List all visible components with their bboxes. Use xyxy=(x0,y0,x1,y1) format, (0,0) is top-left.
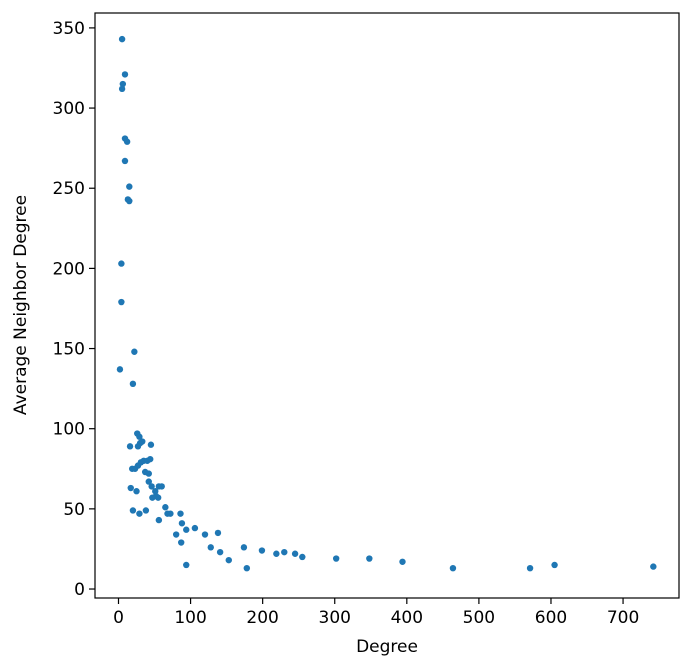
point xyxy=(164,510,171,517)
x-tick-label: 300 xyxy=(319,608,351,628)
point xyxy=(178,520,186,527)
point xyxy=(158,483,165,490)
point xyxy=(136,510,143,517)
point xyxy=(162,504,169,511)
point xyxy=(149,494,156,501)
point xyxy=(172,531,180,538)
y-tick-label: 50 xyxy=(63,500,85,520)
point xyxy=(127,484,134,492)
point xyxy=(147,441,155,448)
point xyxy=(366,555,373,562)
point xyxy=(131,348,138,355)
point xyxy=(118,260,125,267)
point xyxy=(123,138,131,145)
point xyxy=(258,547,266,554)
x-tick-label: 500 xyxy=(463,608,495,628)
point xyxy=(126,183,133,190)
point xyxy=(332,555,340,562)
point xyxy=(118,298,125,306)
point xyxy=(119,80,127,88)
x-tick-label: 600 xyxy=(535,608,567,628)
y-axis-label: Average Neighbor Degree xyxy=(11,195,31,415)
point xyxy=(121,157,129,165)
x-tick-label: 400 xyxy=(391,608,423,628)
point xyxy=(183,561,190,569)
point xyxy=(129,380,137,388)
point xyxy=(118,85,126,93)
x-tick-label: 100 xyxy=(174,608,206,628)
point xyxy=(147,455,154,463)
point xyxy=(650,563,657,570)
point xyxy=(299,553,306,561)
point xyxy=(136,433,143,440)
point xyxy=(243,564,251,572)
point xyxy=(121,71,129,78)
y-tick-label: 150 xyxy=(53,340,85,360)
point xyxy=(139,438,146,445)
point xyxy=(126,443,134,450)
y-tick-label: 350 xyxy=(53,19,85,39)
point xyxy=(142,507,150,514)
point xyxy=(145,470,152,477)
point xyxy=(273,550,280,557)
point xyxy=(214,529,222,537)
x-tick-label: 0 xyxy=(113,608,124,628)
y-tick-label: 300 xyxy=(53,99,85,119)
point xyxy=(126,197,133,205)
point xyxy=(118,35,126,43)
point xyxy=(177,510,184,517)
point xyxy=(551,561,558,569)
y-tick-label: 0 xyxy=(74,580,85,600)
point xyxy=(148,483,155,490)
point xyxy=(216,548,224,556)
point xyxy=(191,524,199,532)
point xyxy=(399,558,406,565)
point xyxy=(145,478,152,485)
point xyxy=(281,548,288,556)
point xyxy=(240,544,248,551)
point xyxy=(154,494,162,501)
y-tick-label: 200 xyxy=(53,259,85,279)
y-tick-label: 100 xyxy=(53,420,85,440)
y-tick-label: 250 xyxy=(53,179,85,199)
point xyxy=(178,539,185,546)
point xyxy=(201,531,209,538)
x-axis-label: Degree xyxy=(356,637,418,657)
point xyxy=(155,516,163,524)
point xyxy=(449,564,457,572)
point xyxy=(133,488,140,495)
point xyxy=(152,488,159,495)
point xyxy=(134,443,142,450)
plot-frame xyxy=(94,12,680,599)
point xyxy=(183,526,190,533)
point xyxy=(207,544,214,551)
point xyxy=(116,366,124,373)
x-tick-label: 700 xyxy=(607,608,639,628)
point xyxy=(225,556,232,564)
point xyxy=(291,550,299,557)
point xyxy=(526,564,534,572)
x-tick-label: 200 xyxy=(246,608,278,628)
point xyxy=(129,507,137,514)
